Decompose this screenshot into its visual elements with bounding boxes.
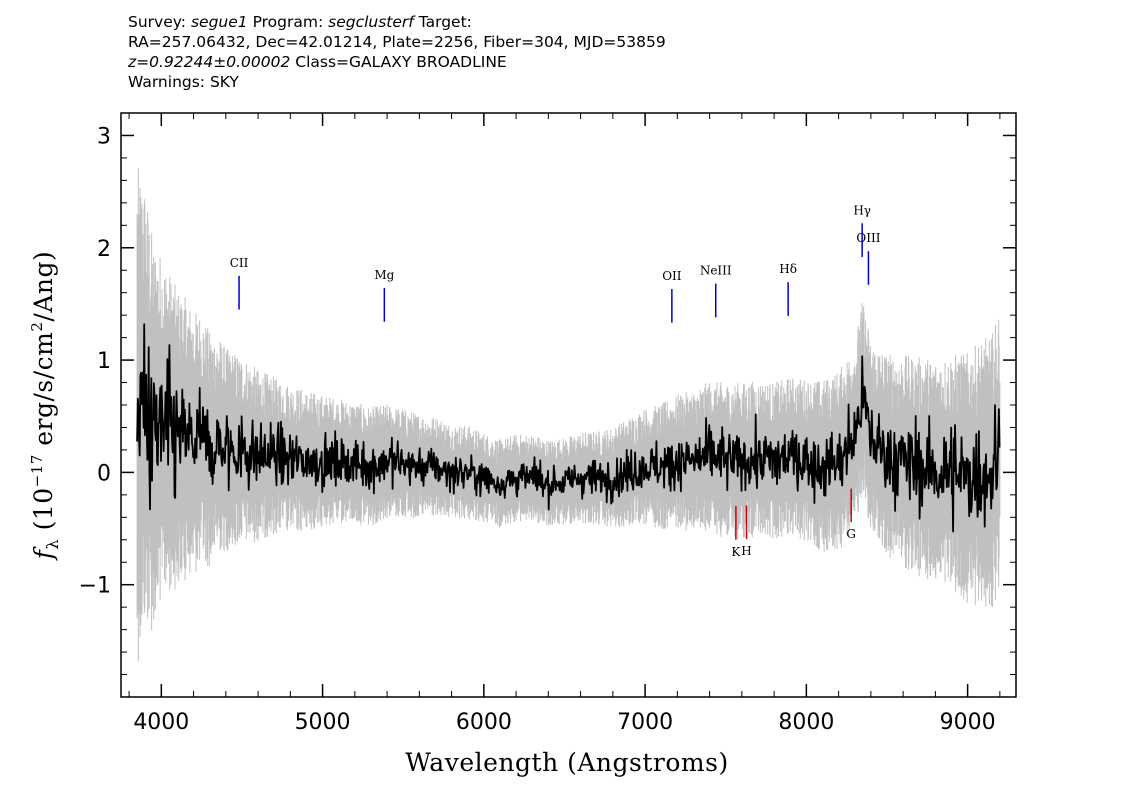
redshift-value: z=0.92244±0.00002 (128, 53, 291, 71)
y-axis-label: fλ (10−17 erg/s/cm2/Ang) (28, 251, 62, 562)
flux-line (136, 323, 1001, 533)
y-label-open: (10 (29, 487, 58, 539)
survey-value: segue1 (190, 13, 248, 31)
y-tick-label: 1 (97, 349, 111, 374)
x-tick-label: 8000 (778, 710, 834, 735)
flux-series (136, 323, 1001, 533)
y-label-symbol: f (29, 546, 58, 561)
line-label-h: H (741, 544, 751, 558)
header-line-redshift: z=0.92244±0.00002 Class=GALAXY BROADLINE (128, 52, 666, 72)
line-label-cii: CII (230, 256, 249, 270)
program-label: Program: (252, 13, 324, 31)
x-tick-label: 7000 (617, 710, 673, 735)
y-tick-label: −1 (79, 574, 111, 599)
line-label-mg: Mg (374, 268, 394, 282)
target-label: Target: (418, 13, 472, 31)
y-label-units: erg/s/cm (29, 332, 58, 455)
line-label-hδ: Hδ (779, 262, 797, 276)
line-label-neiii: NeIII (700, 264, 732, 278)
line-label-g: G (846, 527, 856, 541)
axes: 4000 5000 6000 7000 8000 9000 −1 0 1 2 3 (79, 113, 1016, 735)
program-value: segclusterf (328, 13, 414, 31)
x-axis-label: Wavelength (Angstroms) (405, 748, 728, 777)
x-tick-label: 9000 (940, 710, 996, 735)
line-label-hγ: Hγ (853, 203, 871, 217)
line-label-oii: OII (662, 269, 682, 283)
y-label-subscript: λ (43, 539, 62, 550)
y-tick-label: 3 (97, 124, 111, 149)
y-label-close: /Ang) (29, 251, 58, 322)
x-tick-label: 5000 (295, 710, 351, 735)
survey-label: Survey: (128, 13, 187, 31)
spectrum-header: Survey: segue1 Program: segclusterf Targ… (128, 12, 666, 92)
header-line-coordinates: RA=257.06432, Dec=42.01214, Plate=2256, … (128, 33, 666, 51)
line-label-oiii: OIII (856, 231, 880, 245)
class-value: Class=GALAXY BROADLINE (295, 53, 507, 71)
y-tick-label: 2 (97, 237, 111, 262)
x-tick-label: 4000 (133, 710, 189, 735)
y-label-exponent: −17 (28, 454, 46, 487)
y-tick-label: 0 (97, 461, 111, 486)
y-label-exponent-2: 2 (28, 322, 46, 332)
x-tick-label: 6000 (456, 710, 512, 735)
line-label-k: K (731, 545, 741, 559)
spectral-line-markers: CII Mg OII NeIII Hδ Hγ OIII K H G (230, 203, 881, 558)
header-line-warnings: Warnings: SKY (128, 73, 239, 91)
header-line-survey: Survey: segue1 Program: segclusterf Targ… (128, 12, 666, 32)
